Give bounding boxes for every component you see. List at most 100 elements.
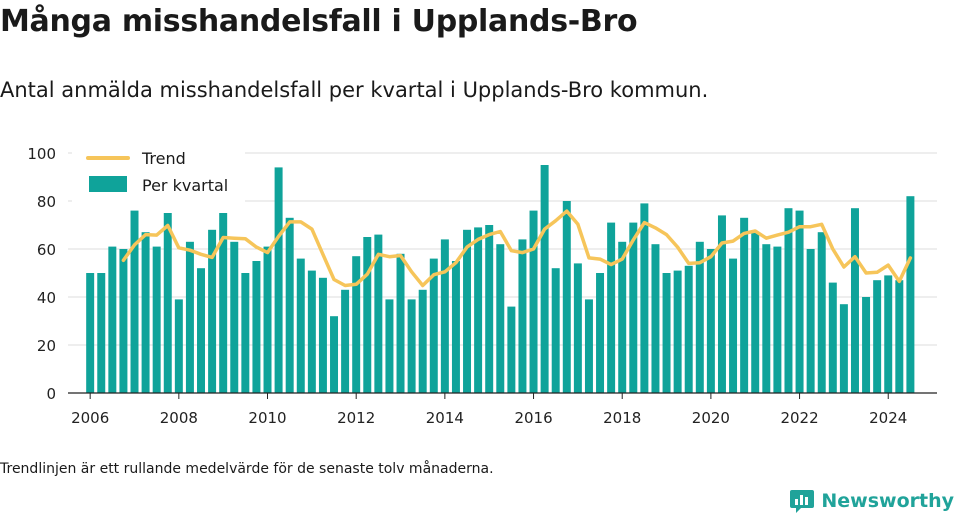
bar <box>673 270 682 393</box>
bar <box>862 297 871 393</box>
y-tick-label: 60 <box>37 241 56 259</box>
bar <box>717 215 726 393</box>
bar <box>119 249 128 393</box>
chart-subtitle: Antal anmälda misshandelsfall per kvarta… <box>0 78 709 102</box>
bar <box>684 265 693 393</box>
bar <box>773 246 782 393</box>
bar <box>474 227 483 393</box>
bar <box>141 232 150 393</box>
bar <box>307 270 316 393</box>
bar <box>396 253 405 393</box>
bar <box>607 222 616 393</box>
bar <box>640 203 649 393</box>
bar <box>618 241 627 393</box>
bar <box>152 246 161 393</box>
trend <box>121 209 913 288</box>
legend-trend-label: Trend <box>141 149 186 168</box>
bar <box>86 273 95 393</box>
trend-line <box>121 209 913 288</box>
bar <box>518 239 527 393</box>
bar <box>839 304 848 393</box>
x-tick-label: 2016 <box>514 409 552 427</box>
bar <box>485 225 494 393</box>
bar <box>130 210 139 393</box>
bar <box>895 280 904 393</box>
bar <box>729 258 738 393</box>
bar <box>374 234 383 393</box>
bar <box>662 273 671 393</box>
legend-background <box>72 144 245 202</box>
bar <box>507 306 516 393</box>
bar <box>540 165 549 393</box>
bar <box>341 289 350 393</box>
bar <box>418 289 427 393</box>
bar <box>817 232 826 393</box>
bar <box>884 275 893 393</box>
bar <box>296 258 305 393</box>
bar <box>573 263 582 393</box>
x-tick-label: 2008 <box>160 409 198 427</box>
bar <box>795 210 804 393</box>
chart-title: Många misshandelsfall i Upplands-Bro <box>0 4 638 39</box>
x-tick-label: 2022 <box>780 409 818 427</box>
x-tick-label: 2018 <box>603 409 641 427</box>
bar <box>596 273 605 393</box>
chart: 0 20 40 60 80 100 2006 2008 2010 2012 2014 2016 2018… <box>27 144 937 427</box>
axes: 0 20 40 60 80 100 2006 2008 2010 2012 2014 2016 2018… <box>27 145 937 427</box>
bar <box>429 258 438 393</box>
legend: Trend Per kvartal <box>72 144 245 202</box>
bar <box>241 273 250 393</box>
bar <box>629 222 638 393</box>
bar <box>252 261 261 393</box>
bar <box>806 249 815 393</box>
bar <box>751 232 760 393</box>
newsworthy-logo-icon <box>790 490 815 513</box>
legend-bar-swatch <box>89 176 127 192</box>
newsworthy-logo[interactable]: Newsworthy <box>789 488 954 514</box>
bar <box>407 299 416 393</box>
bar <box>385 299 394 393</box>
bar <box>274 167 283 393</box>
bar <box>330 316 339 393</box>
bar <box>97 273 106 393</box>
y-tick-label: 20 <box>37 337 56 355</box>
x-tick-label: 2012 <box>337 409 375 427</box>
bar <box>219 213 228 393</box>
footnote: Trendlinjen är ett rullande medelvärde f… <box>0 461 494 477</box>
y-tick-label: 0 <box>46 385 56 403</box>
x-tick-label: 2014 <box>426 409 464 427</box>
y-tick-label: 40 <box>37 289 56 307</box>
bar <box>906 196 915 393</box>
bar <box>873 280 882 393</box>
bar <box>352 256 361 393</box>
bar <box>440 239 449 393</box>
legend-bar-label: Per kvartal <box>142 176 228 195</box>
bar <box>496 244 505 393</box>
bar <box>163 213 172 393</box>
bar <box>706 249 715 393</box>
bar <box>850 208 859 393</box>
bar <box>363 237 372 393</box>
x-tick-label: 2010 <box>248 409 286 427</box>
brand-name: Newsworthy <box>821 490 954 512</box>
x-tick-label: 2020 <box>692 409 730 427</box>
bar <box>762 244 771 393</box>
bar <box>451 261 460 393</box>
bar <box>318 277 327 393</box>
bar <box>208 229 217 393</box>
bar <box>740 217 749 393</box>
bars <box>86 165 915 393</box>
bar <box>828 282 837 393</box>
y-tick-label: 80 <box>37 193 56 211</box>
bar <box>463 229 472 393</box>
bar <box>651 244 660 393</box>
bar <box>584 299 593 393</box>
bar <box>263 246 272 393</box>
bar <box>230 241 239 393</box>
bar <box>562 201 571 393</box>
bar <box>108 246 117 393</box>
bar <box>197 268 206 393</box>
y-tick-label: 100 <box>27 145 56 163</box>
x-tick-label: 2006 <box>71 409 109 427</box>
bar <box>784 208 793 393</box>
